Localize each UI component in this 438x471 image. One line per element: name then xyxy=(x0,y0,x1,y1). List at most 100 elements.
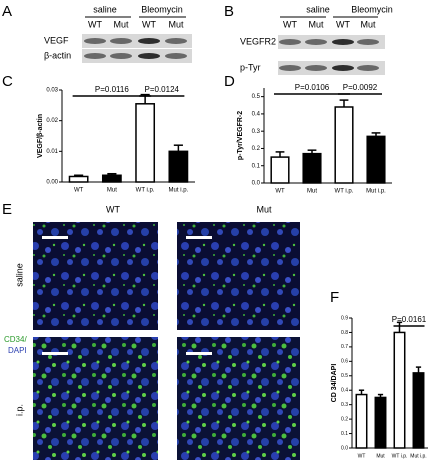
y-tick-label: 0.0 xyxy=(341,445,348,451)
blot-lane: Mut xyxy=(308,19,324,29)
micrographs xyxy=(33,222,300,460)
scale-bar xyxy=(186,352,212,355)
p-value: P=0.0161 xyxy=(392,315,427,324)
scale-bar xyxy=(42,236,68,239)
bar xyxy=(135,103,156,183)
y-tick-label: 0.03 xyxy=(46,88,58,94)
blot-group: Bleomycin xyxy=(141,4,183,14)
blot-lane: Mut xyxy=(113,19,129,29)
scale-bar xyxy=(42,352,68,355)
y-tick-label: 0.3 xyxy=(252,129,261,135)
bar xyxy=(393,331,406,449)
scale-bar xyxy=(186,236,212,239)
x-tick-label: WT i.p. xyxy=(136,188,155,194)
p-value: P=0.0116 xyxy=(95,85,129,94)
band xyxy=(305,65,327,71)
band xyxy=(279,65,301,71)
blot-strip xyxy=(82,34,192,48)
y-tick-label: 0.3 xyxy=(341,402,348,408)
p-value: P=0.0124 xyxy=(145,85,180,94)
x-tick-label: Mut xyxy=(376,453,385,459)
y-tick-label: 0.1 xyxy=(252,163,261,169)
band xyxy=(84,53,106,59)
y-tick-label: 0.9 xyxy=(341,315,348,321)
panel-label: A xyxy=(2,3,12,20)
panel-label: B xyxy=(224,3,234,20)
blot-row-label: VEGFR2 xyxy=(240,36,276,46)
y-tick-label: 0.00 xyxy=(46,180,58,186)
blot-lane: Mut xyxy=(360,19,376,29)
blot-row-label: VEGF xyxy=(44,35,69,45)
p-value: P=0.0106 xyxy=(295,83,330,92)
x-tick-label: WT i.p. xyxy=(335,189,354,195)
y-tick-label: 0.2 xyxy=(252,146,261,152)
band xyxy=(305,39,327,45)
y-tick-label: 0.7 xyxy=(341,344,348,350)
x-tick-label: WT i.p. xyxy=(392,453,408,459)
y-axis-label: VEGF/β-actin xyxy=(37,114,44,158)
band xyxy=(165,38,187,44)
y-tick-label: 0.5 xyxy=(341,373,348,379)
blot-strip xyxy=(278,35,385,49)
column-label: WT xyxy=(106,204,120,214)
bar xyxy=(68,175,89,183)
band xyxy=(357,65,379,71)
y-tick-label: 0.6 xyxy=(341,359,348,365)
panel-label: F xyxy=(330,289,339,306)
x-tick-label: WT xyxy=(74,188,84,194)
band xyxy=(165,53,187,59)
y-tick-label: 0.02 xyxy=(46,118,58,124)
y-axis-label: CD 34/DAPI xyxy=(331,364,338,403)
bar xyxy=(355,393,368,449)
blot-strip xyxy=(278,61,385,75)
x-tick-label: WT xyxy=(358,453,366,459)
panel-label: C xyxy=(2,73,13,90)
y-tick-label: 0.4 xyxy=(252,111,261,117)
x-tick-label: Mut xyxy=(307,189,317,195)
bar xyxy=(270,156,290,184)
band xyxy=(110,53,132,59)
blot-row-label: p-Tyr xyxy=(240,62,261,72)
blot-group: saline xyxy=(93,4,117,14)
micrograph xyxy=(33,337,158,460)
bar xyxy=(101,174,122,183)
blot-lane: WT xyxy=(283,19,297,29)
bar xyxy=(374,396,387,449)
panel-label: D xyxy=(224,73,235,90)
x-tick-label: WT xyxy=(275,189,285,195)
band xyxy=(357,39,379,45)
y-tick-label: 0.1 xyxy=(341,431,348,437)
band xyxy=(332,65,354,71)
y-axis-label: p-Tyr/VEGFR-2 xyxy=(237,111,244,160)
y-tick-label: 0.0 xyxy=(252,181,261,187)
bar xyxy=(412,372,425,449)
micrograph xyxy=(177,222,300,330)
y-tick-label: 0.8 xyxy=(341,330,348,336)
blot-group: Bleomycin xyxy=(351,4,393,14)
panel-label: E xyxy=(2,201,12,218)
micrograph xyxy=(177,337,300,460)
x-tick-label: Mut xyxy=(107,188,117,194)
band xyxy=(84,38,106,44)
band xyxy=(110,38,132,44)
y-tick-label: 0.5 xyxy=(252,94,261,100)
blot-row-label: β-actin xyxy=(44,50,71,60)
blot-group: saline xyxy=(306,4,330,14)
y-tick-label: 0.01 xyxy=(46,149,58,155)
y-tick-label: 0.2 xyxy=(341,416,348,422)
bar xyxy=(302,152,322,184)
x-tick-label: Mut i.p. xyxy=(169,188,189,194)
x-tick-label: Mut i.p. xyxy=(410,453,426,459)
stain-label: DAPI xyxy=(8,346,27,355)
row-label: i.p. xyxy=(14,404,24,416)
p-value: P=0.0092 xyxy=(343,83,378,92)
band xyxy=(138,38,160,44)
blot-lane: WT xyxy=(142,19,156,29)
blot-lane: WT xyxy=(88,19,102,29)
row-label: saline xyxy=(14,263,24,287)
band xyxy=(138,53,160,59)
y-tick-label: 0.4 xyxy=(341,388,348,394)
micrograph xyxy=(33,222,158,330)
column-label: Mut xyxy=(256,204,272,214)
